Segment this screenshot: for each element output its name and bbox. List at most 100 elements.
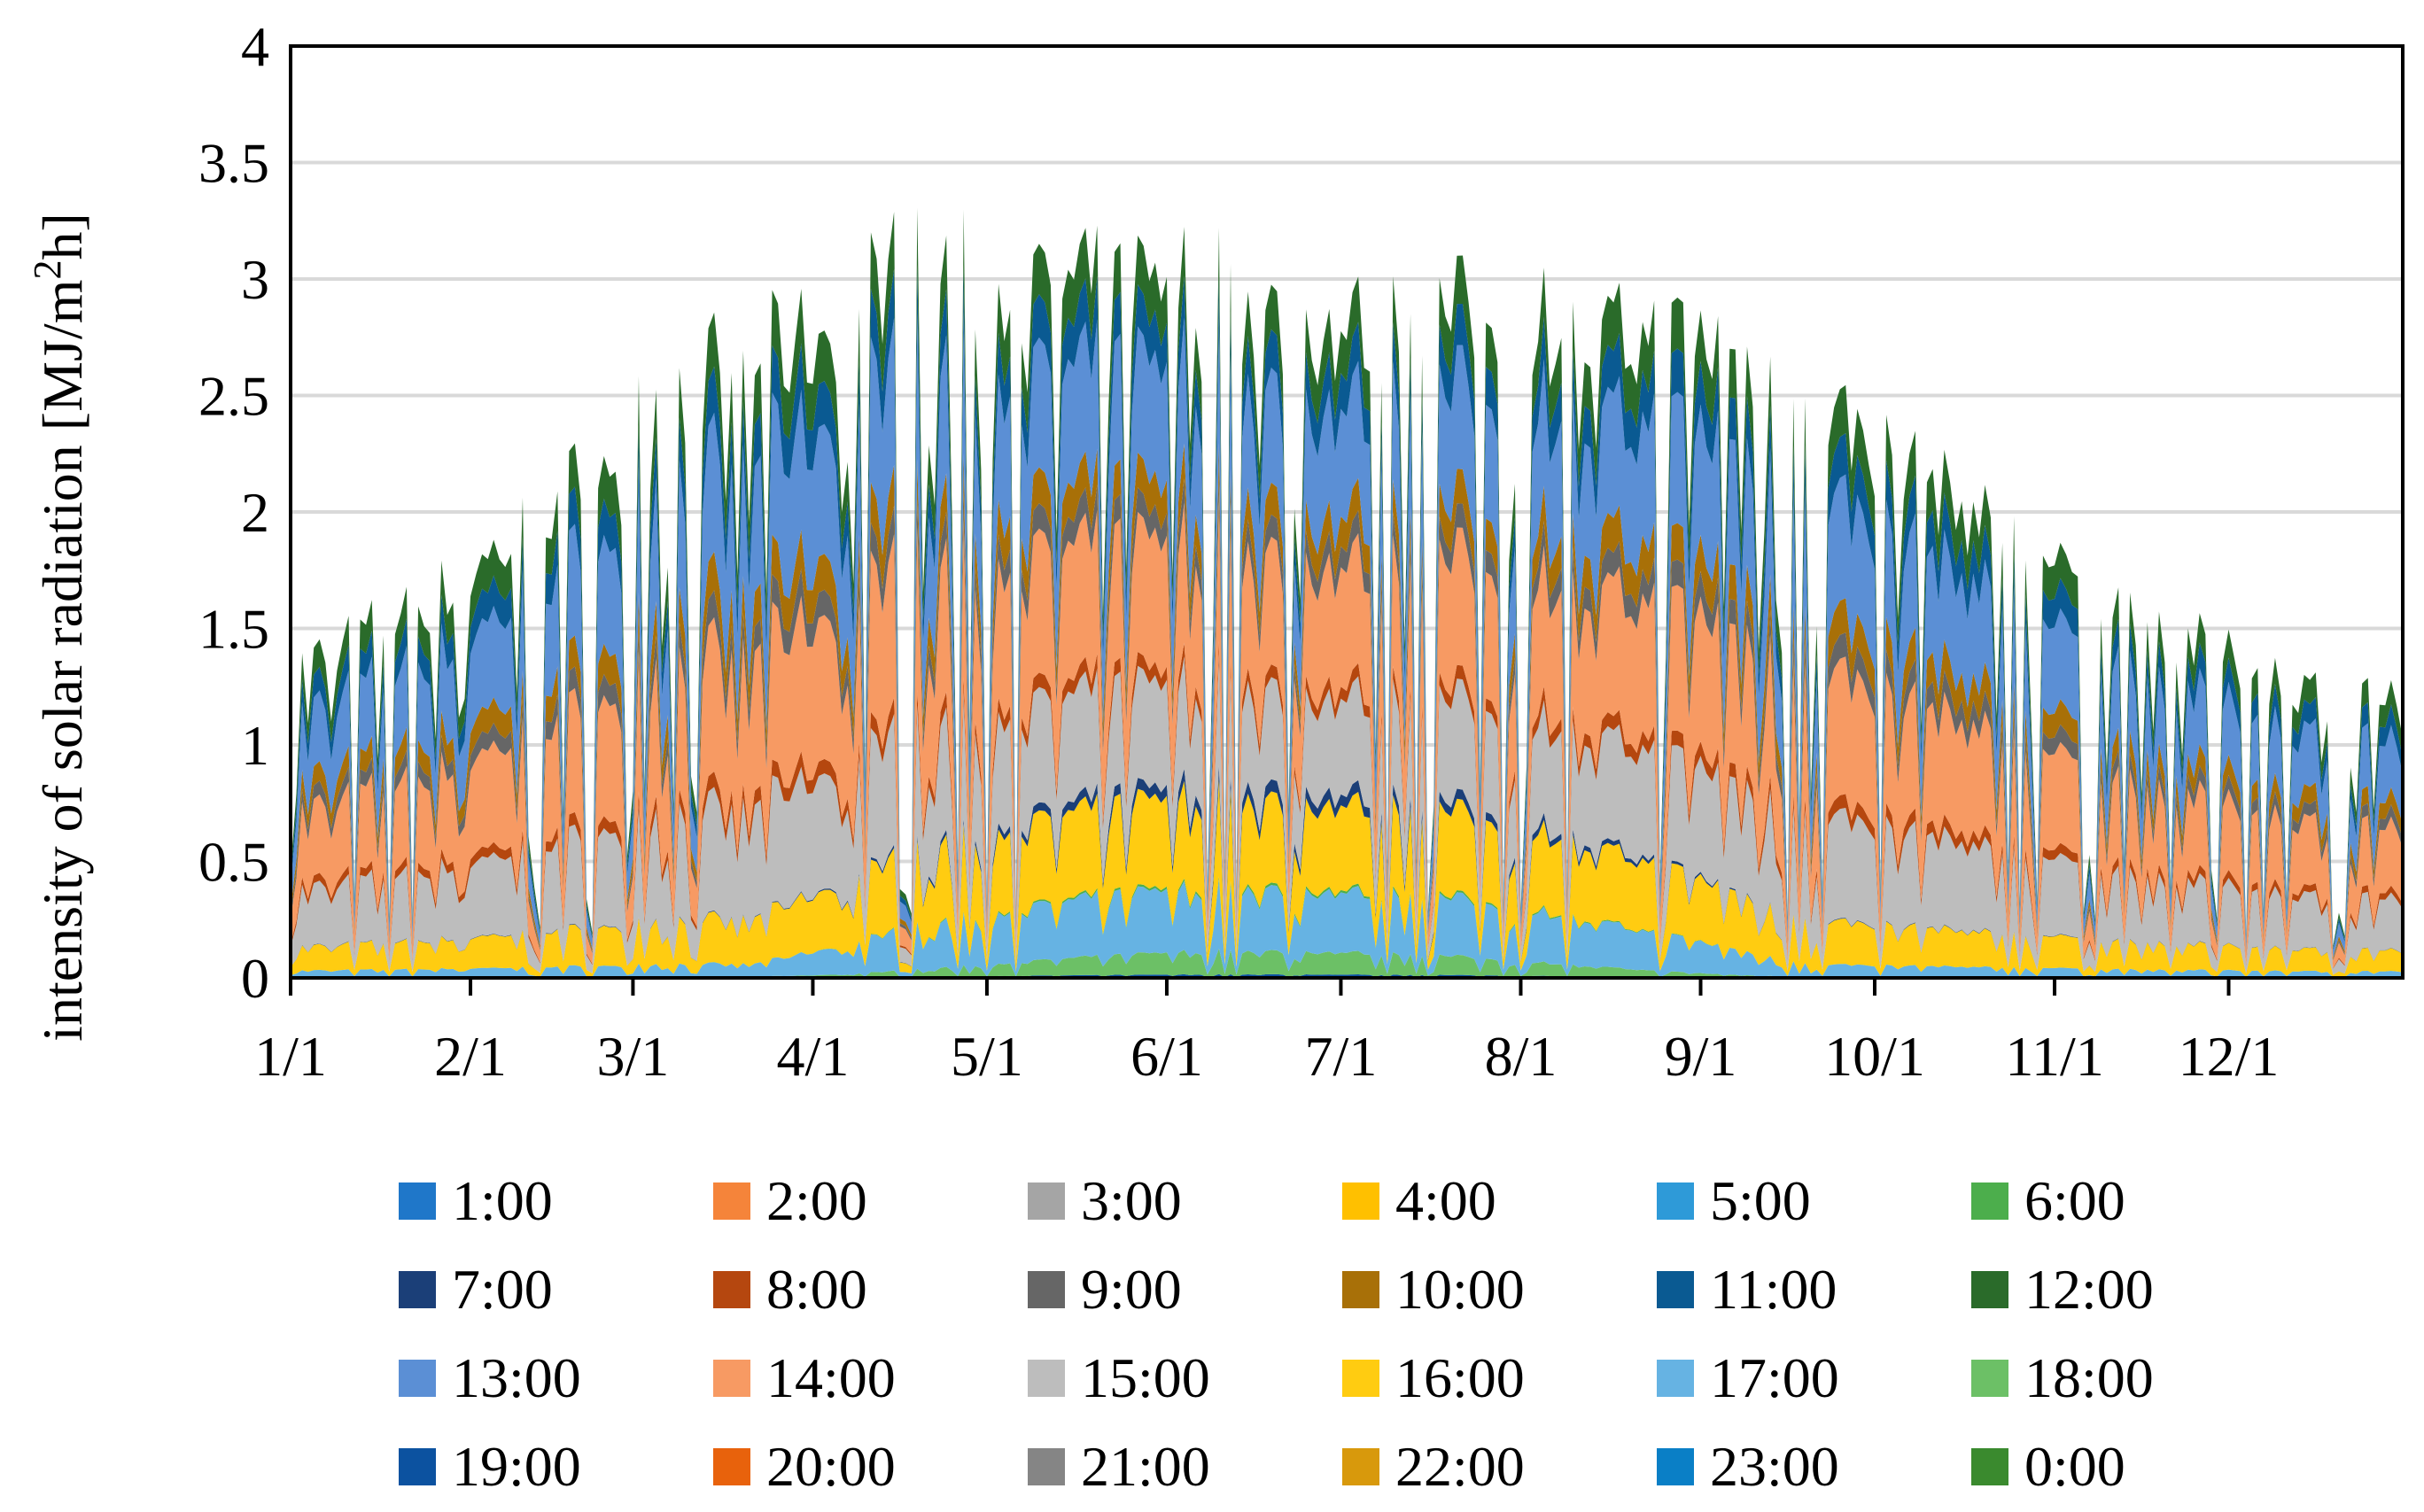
y-tick-label: 3 <box>241 248 269 311</box>
legend-label: 9:00 <box>1081 1258 1182 1321</box>
legend-swatch <box>1971 1360 2008 1397</box>
legend-label: 18:00 <box>2024 1346 2154 1409</box>
legend-swatch <box>713 1448 750 1485</box>
legend-label: 21:00 <box>1081 1435 1210 1498</box>
area-series-1500 <box>291 654 2403 975</box>
area-series-1200 <box>291 207 2403 949</box>
x-tick-label: 12/1 <box>2179 1025 2280 1088</box>
legend-item: 11:00 <box>1657 1245 1971 1334</box>
legend-swatch <box>1342 1360 1379 1397</box>
legend-swatch <box>1657 1360 1694 1397</box>
x-tick-label: 2/1 <box>434 1025 507 1088</box>
legend-item: 7:00 <box>399 1245 713 1334</box>
legend-item: 16:00 <box>1342 1334 1657 1423</box>
y-tick-label: 2 <box>241 481 269 544</box>
area-series-1300 <box>291 312 2403 958</box>
area-series-1000 <box>291 442 2403 959</box>
area-series-1900 <box>291 973 2403 978</box>
legend-label: 20:00 <box>766 1435 896 1498</box>
legend-swatch <box>1028 1271 1065 1308</box>
legend-item: 12:00 <box>1971 1245 2286 1334</box>
x-tick-label: 9/1 <box>1665 1025 1737 1088</box>
y-tick-label: 0.5 <box>198 831 269 894</box>
legend-swatch <box>399 1182 436 1220</box>
x-tick-label: 5/1 <box>951 1025 1023 1088</box>
plot-frame <box>289 44 2405 980</box>
legend-swatch <box>1342 1448 1379 1485</box>
legend-label: 14:00 <box>766 1346 896 1409</box>
legend-label: 7:00 <box>452 1258 553 1321</box>
legend-swatch <box>1342 1182 1379 1220</box>
legend-item: 0:00 <box>1971 1423 2286 1511</box>
legend-item: 10:00 <box>1342 1245 1657 1334</box>
legend-label: 8:00 <box>766 1258 867 1321</box>
y-tick-label: 3.5 <box>198 132 269 195</box>
legend-swatch <box>399 1360 436 1397</box>
x-tick-label: 1/1 <box>254 1025 327 1088</box>
legend-swatch <box>1971 1271 2008 1308</box>
y-tick-label: 0 <box>241 947 269 1010</box>
legend-label: 6:00 <box>2024 1169 2125 1232</box>
y-tick-label: 2.5 <box>198 365 269 428</box>
legend-swatch <box>1657 1182 1694 1220</box>
legend-item: 20:00 <box>713 1423 1028 1511</box>
legend-swatch <box>1028 1360 1065 1397</box>
legend-item: 15:00 <box>1028 1334 1342 1423</box>
x-tick-label: 3/1 <box>597 1025 670 1088</box>
legend-item: 14:00 <box>713 1334 1028 1423</box>
legend-item: 3:00 <box>1028 1157 1342 1245</box>
legend-item: 5:00 <box>1657 1157 1971 1245</box>
y-axis-ticks: 0 0.5 1 1.5 2 2.5 3 3.5 4 <box>198 15 269 1010</box>
legend-swatch <box>1657 1271 1694 1308</box>
legend-item: 6:00 <box>1971 1157 2286 1245</box>
area-series-1400 <box>291 501 2403 968</box>
legend-swatch <box>1657 1448 1694 1485</box>
legend-swatch <box>713 1182 750 1220</box>
y-tick-label: 4 <box>241 15 269 78</box>
area-series-1800 <box>291 948 2403 978</box>
area-series-1600 <box>291 778 2403 978</box>
legend-swatch <box>1971 1448 2008 1485</box>
legend-item: 21:00 <box>1028 1423 1342 1511</box>
legend-swatch <box>713 1271 750 1308</box>
area-series-1700 <box>291 879 2403 978</box>
area-series-1100 <box>291 264 2403 951</box>
stacked-areas <box>291 207 2403 978</box>
legend-label: 22:00 <box>1395 1435 1525 1498</box>
legend-item: 13:00 <box>399 1334 713 1423</box>
legend-item: 9:00 <box>1028 1245 1342 1334</box>
legend-item: 1:00 <box>399 1157 713 1245</box>
legend-item: 2:00 <box>713 1157 1028 1245</box>
legend-item: 18:00 <box>1971 1334 2286 1423</box>
legend-item: 17:00 <box>1657 1334 1971 1423</box>
legend-label: 0:00 <box>2024 1435 2125 1498</box>
y-tick-label: 1.5 <box>198 598 269 661</box>
legend-swatch <box>713 1360 750 1397</box>
legend-swatch <box>399 1271 436 1308</box>
legend-swatch <box>399 1448 436 1485</box>
legend-label: 3:00 <box>1081 1169 1182 1232</box>
legend: 1:00 2:00 3:00 4:00 5:00 6:00 7:00 8:00 9:00 10:0… <box>399 1157 2304 1511</box>
legend-label: 19:00 <box>452 1435 581 1498</box>
area-series-700 <box>291 765 2403 975</box>
legend-label: 12:00 <box>2024 1258 2154 1321</box>
x-tick-label: 8/1 <box>1485 1025 1558 1088</box>
y-axis-title: intensity of solar radiation [MJ/m2h] <box>26 213 95 1042</box>
x-axis-ticks: 1/1 2/1 3/1 4/1 5/1 6/1 7/1 8/1 9/1 10/1 11/1 12/1 <box>254 978 2279 1088</box>
legend-label: 11:00 <box>1710 1258 1837 1321</box>
legend-item: 4:00 <box>1342 1157 1657 1245</box>
area-series-900 <box>291 477 2403 961</box>
legend-swatch <box>1028 1448 1065 1485</box>
legend-label: 5:00 <box>1710 1169 1811 1232</box>
legend-label: 17:00 <box>1710 1346 1839 1409</box>
legend-label: 23:00 <box>1710 1435 1839 1498</box>
x-tick-label: 10/1 <box>1824 1025 1925 1088</box>
legend-item: 23:00 <box>1657 1423 1971 1511</box>
legend-item: 22:00 <box>1342 1423 1657 1511</box>
legend-item: 8:00 <box>713 1245 1028 1334</box>
x-tick-label: 6/1 <box>1130 1025 1203 1088</box>
legend-label: 4:00 <box>1395 1169 1496 1232</box>
legend-swatch <box>1028 1182 1065 1220</box>
legend-item: 19:00 <box>399 1423 713 1511</box>
